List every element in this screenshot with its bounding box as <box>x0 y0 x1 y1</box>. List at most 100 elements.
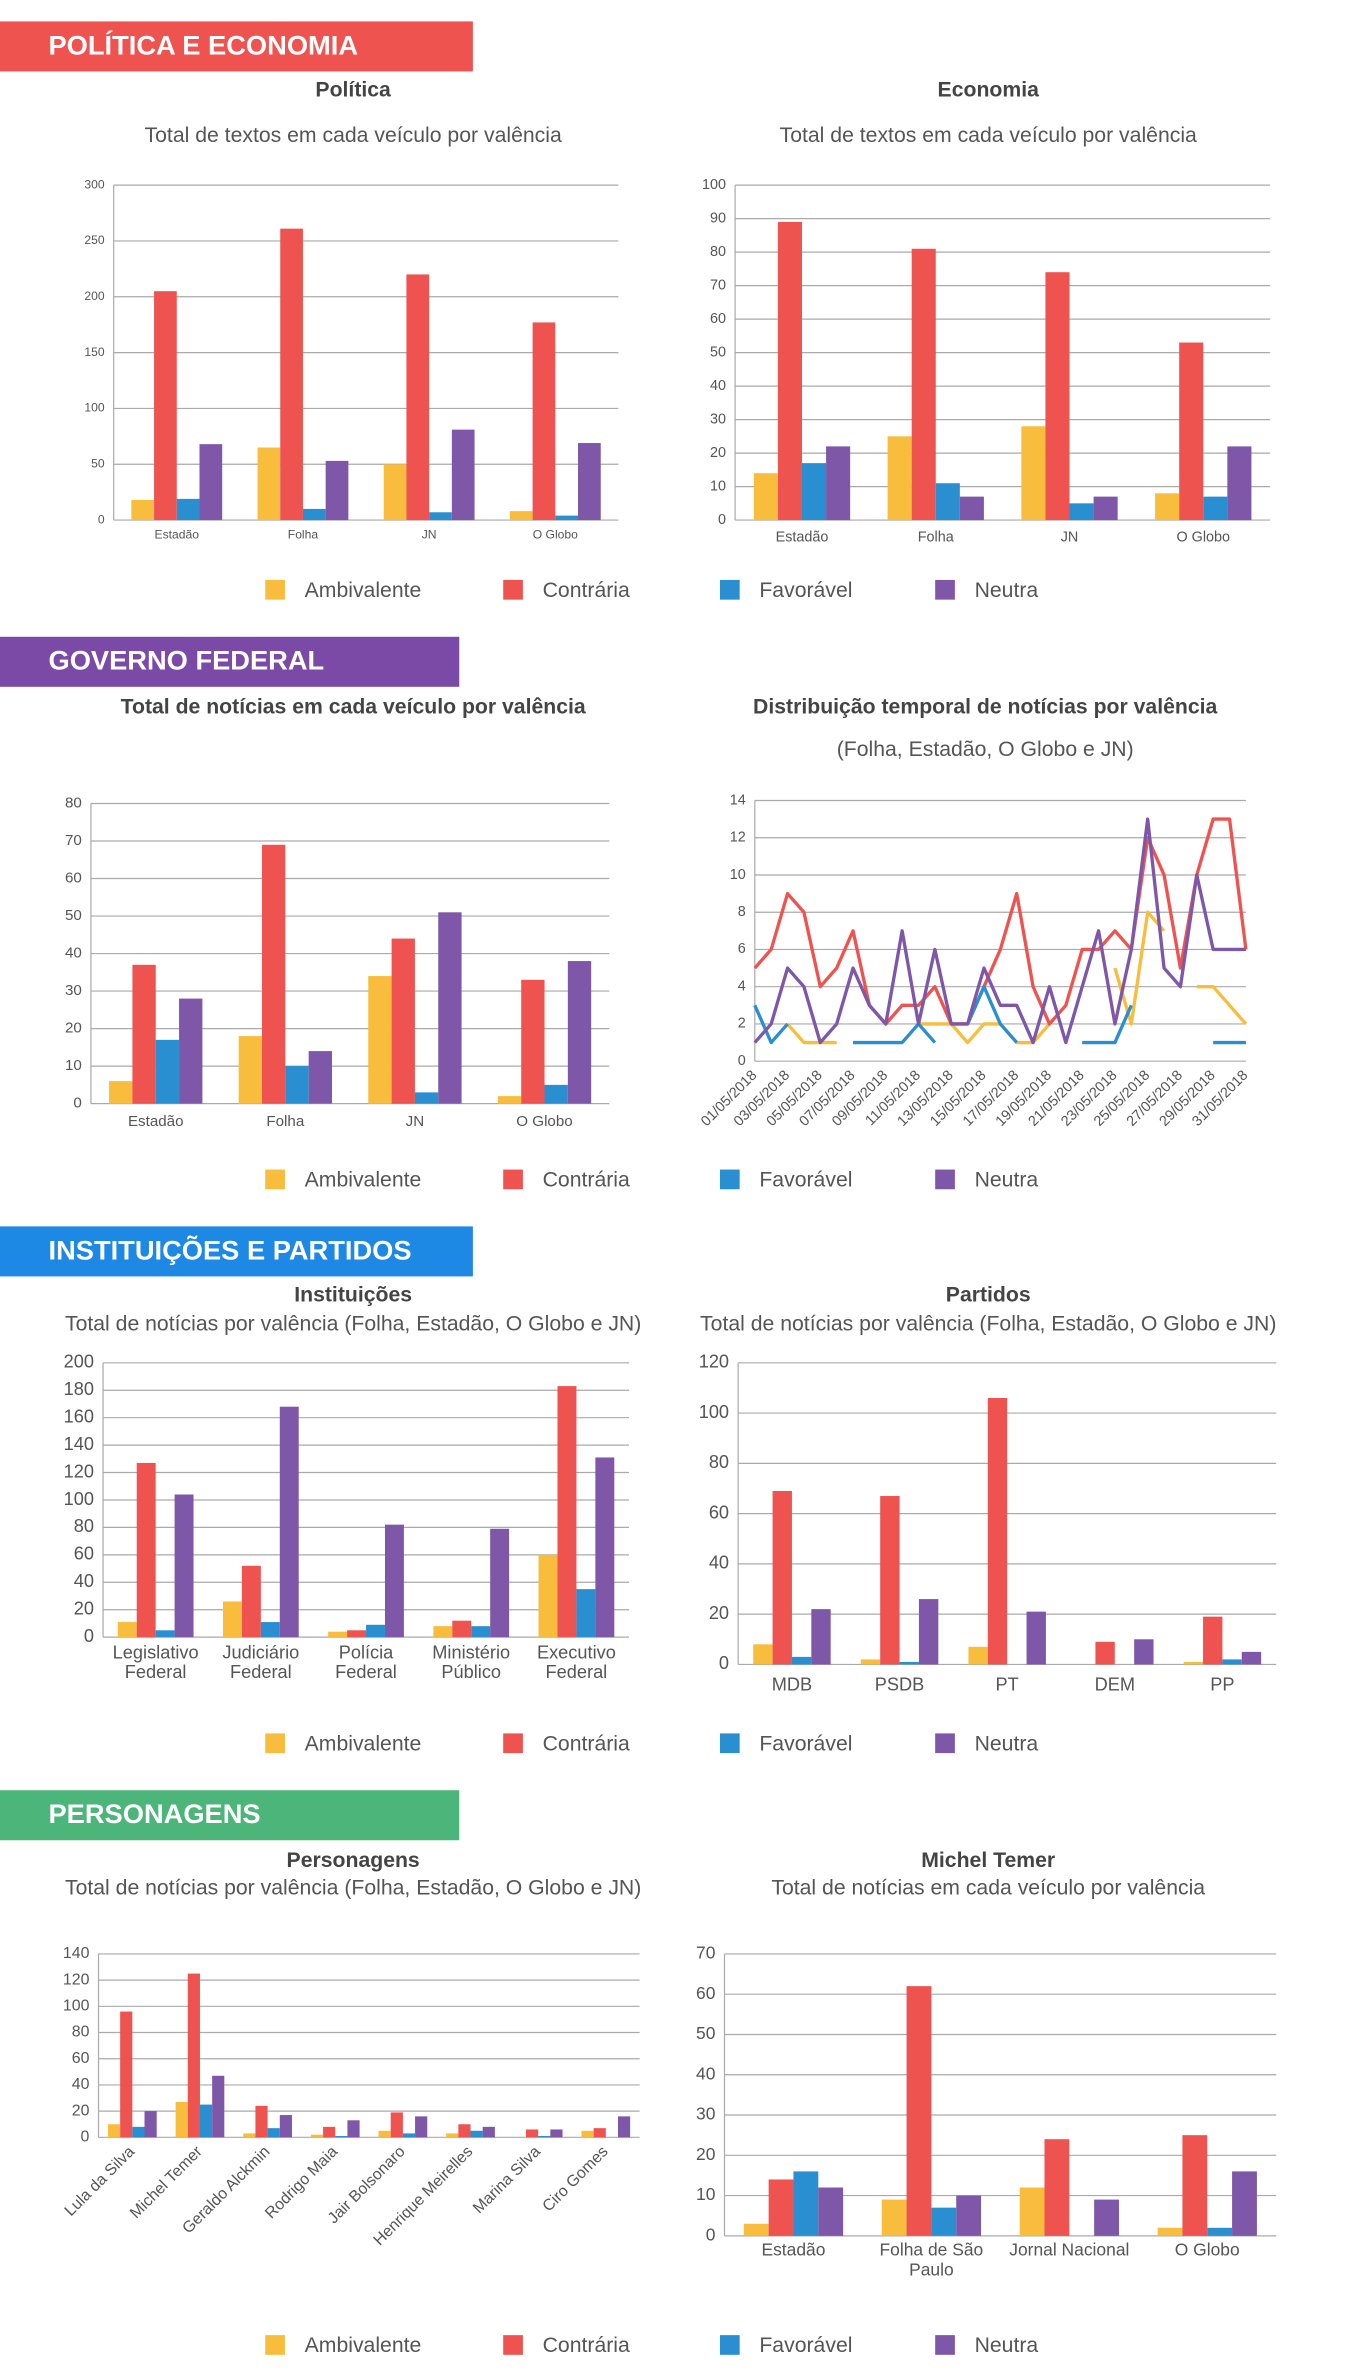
bar <box>325 460 349 521</box>
bar <box>482 2126 495 2138</box>
y-tick-label: 8 <box>738 904 746 920</box>
section-header: GOVERNO FEDERAL <box>49 645 325 676</box>
x-tick-label: Folha <box>266 1113 304 1130</box>
legend-label: Neutra <box>975 1732 1039 1755</box>
legend-swatch <box>265 2335 285 2355</box>
bar <box>768 2179 794 2236</box>
line <box>753 817 1246 1045</box>
y-tick-label: 40 <box>72 2076 90 2093</box>
x-tick-label: DEM <box>1095 1674 1135 1694</box>
bar <box>1045 272 1070 521</box>
section-header-bg <box>0 1790 460 1841</box>
bar <box>279 1406 299 1638</box>
bar <box>279 2115 292 2138</box>
y-tick-label: 70 <box>696 1943 716 1963</box>
bar <box>368 976 392 1104</box>
legend-swatch <box>719 1169 740 1190</box>
legend-swatch <box>503 1733 523 1754</box>
bar <box>860 1659 881 1665</box>
bar <box>550 2129 563 2138</box>
y-tick-label: 40 <box>74 1571 94 1591</box>
x-tick-label: JN <box>406 1113 425 1130</box>
legend-swatch <box>935 1169 955 1190</box>
line <box>786 910 1248 1045</box>
y-tick-label: 60 <box>709 1502 729 1522</box>
chart-subtitle: Total de notícias por valência (Folha, E… <box>65 1876 641 1899</box>
y-tick-label: 60 <box>65 870 82 887</box>
y-tick-label: 40 <box>709 1553 729 1573</box>
y-tick-label: 40 <box>65 945 82 962</box>
bar <box>451 429 475 521</box>
bar <box>1182 2135 1208 2236</box>
bar <box>438 912 462 1104</box>
x-tick-label-box: Judiciário Federal <box>222 1643 299 1682</box>
x-tick-label: Estadão <box>155 527 200 541</box>
bar <box>1021 426 1046 521</box>
bar <box>557 1386 577 1638</box>
x-tick-label: O Globo <box>1174 2241 1240 2261</box>
bar <box>911 248 936 521</box>
x-tick-label: Executivo Federal <box>536 1643 616 1683</box>
bar <box>328 1631 348 1638</box>
y-tick-label: 60 <box>72 2050 90 2067</box>
y-tick-label: 200 <box>64 1352 94 1372</box>
x-tick-label: Folha <box>918 529 954 545</box>
y-tick-label: 100 <box>702 177 726 193</box>
y-tick-label: 6 <box>738 941 746 957</box>
chart-title: Total de notícias em cada veículo por va… <box>121 696 586 719</box>
bar <box>308 1051 332 1104</box>
y-tick-label: 100 <box>63 1998 90 2015</box>
bar <box>578 443 601 521</box>
bar <box>818 2187 844 2236</box>
bar <box>347 2120 360 2138</box>
bar <box>987 1397 1008 1665</box>
bar <box>323 2126 336 2138</box>
x-tick-label-box: Folha de São Paulo <box>880 2242 984 2279</box>
y-tick-label: 0 <box>81 2129 90 2146</box>
x-tick-label-box: Executivo Federal <box>536 1643 616 1683</box>
bar <box>144 2111 157 2138</box>
bar <box>1019 2187 1045 2236</box>
section-header: POLÍTICA E ECONOMIA <box>49 29 359 60</box>
bar <box>1157 2227 1183 2236</box>
y-tick-label: 0 <box>73 1095 81 1112</box>
y-tick-label: 50 <box>710 344 726 360</box>
bar <box>132 2126 145 2138</box>
bar <box>617 2116 631 2138</box>
legend-swatch <box>935 1733 955 1754</box>
x-tick-label: Ministério Público <box>432 1643 511 1683</box>
x-tick-label: Estadão <box>128 1113 184 1130</box>
bar <box>390 2112 403 2138</box>
chart-title: Distribuição temporal de notícias por va… <box>753 696 1217 719</box>
bar <box>199 2104 213 2138</box>
x-tick-label-box: O Globo <box>1174 2241 1240 2261</box>
bar <box>378 2130 391 2138</box>
legend-label: Neutra <box>975 579 1039 602</box>
bar <box>1203 1616 1223 1665</box>
bar <box>109 1081 133 1104</box>
y-tick-label: 10 <box>710 478 726 494</box>
bar <box>1069 503 1094 521</box>
bar <box>155 1630 175 1638</box>
chart-subtitle: Total de notícias em cada veículo por va… <box>771 1876 1205 1899</box>
bar <box>581 2130 594 2138</box>
bar <box>555 515 579 521</box>
legend-swatch <box>719 2335 740 2355</box>
bar <box>1095 1641 1115 1665</box>
line <box>753 817 1248 1026</box>
line <box>753 985 1246 1045</box>
y-tick-label: 80 <box>709 1452 729 1472</box>
legend-label: Contrária <box>543 1169 630 1192</box>
y-tick-label: 60 <box>74 1544 94 1564</box>
chart-title: Michel Temer <box>921 1849 1055 1872</box>
y-tick-label: 4 <box>738 978 746 994</box>
bar <box>117 1622 137 1638</box>
bar <box>1222 1659 1242 1665</box>
chart-subtitle: Total de notícias por valência (Folha, E… <box>65 1313 641 1336</box>
x-tick-label: Folha <box>288 527 319 541</box>
bar <box>136 1462 156 1638</box>
bar <box>1044 2139 1070 2236</box>
bar <box>406 274 430 521</box>
x-tick-label: Legislativo Federal <box>112 1643 199 1683</box>
bar <box>243 2133 256 2138</box>
